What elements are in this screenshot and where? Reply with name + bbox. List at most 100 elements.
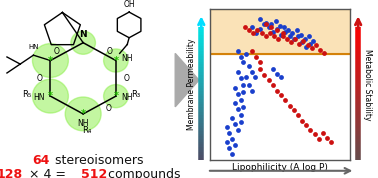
Point <box>229 138 235 140</box>
Text: 64: 64 <box>32 154 49 167</box>
Point <box>310 39 316 42</box>
Point <box>299 119 305 122</box>
Point <box>303 124 309 127</box>
Point <box>275 38 281 41</box>
Text: NH: NH <box>122 93 133 102</box>
Point <box>226 147 232 150</box>
Text: Membrane Permeability: Membrane Permeability <box>187 39 196 130</box>
Point <box>257 18 263 21</box>
Ellipse shape <box>104 85 128 108</box>
Point <box>282 98 288 101</box>
Point <box>249 89 255 92</box>
Point <box>265 26 271 28</box>
Point <box>307 42 313 45</box>
Point <box>250 32 256 35</box>
Point <box>295 113 301 116</box>
Text: O: O <box>53 47 59 56</box>
Text: O: O <box>37 74 43 83</box>
Point <box>246 29 252 32</box>
Point <box>309 47 315 50</box>
Point <box>289 32 295 35</box>
Point <box>273 20 279 22</box>
Point <box>278 33 284 36</box>
Point <box>321 51 327 54</box>
Point <box>249 71 255 74</box>
Polygon shape <box>175 53 199 107</box>
Point <box>291 109 297 112</box>
Point <box>320 132 326 134</box>
Point <box>274 89 280 92</box>
Point <box>243 75 249 78</box>
Point <box>278 75 284 78</box>
Text: × 4 =: × 4 = <box>25 168 70 178</box>
Ellipse shape <box>33 44 68 77</box>
Text: O: O <box>124 74 129 83</box>
Point <box>316 138 322 140</box>
Point <box>254 29 260 32</box>
Text: *: * <box>113 56 118 66</box>
Point <box>237 113 243 116</box>
Text: *: * <box>113 91 118 101</box>
Point <box>274 27 280 30</box>
Point <box>298 33 304 36</box>
Point <box>301 39 307 42</box>
Point <box>307 129 313 131</box>
Point <box>268 23 274 25</box>
Text: R₃: R₃ <box>131 90 140 99</box>
Text: O: O <box>105 104 111 113</box>
Point <box>261 23 267 25</box>
Point <box>279 32 285 35</box>
Point <box>270 68 276 71</box>
Point <box>237 77 243 80</box>
Text: O: O <box>107 47 113 56</box>
Point <box>242 26 248 28</box>
Point <box>249 26 255 28</box>
Point <box>235 129 241 131</box>
Bar <box>210 9 350 54</box>
Point <box>287 35 293 38</box>
Point <box>257 68 263 71</box>
Point <box>279 35 285 38</box>
Text: 512: 512 <box>81 168 107 178</box>
Point <box>240 83 246 86</box>
Point <box>313 44 319 47</box>
Point <box>268 26 274 28</box>
Point <box>291 38 297 41</box>
Point <box>305 44 311 47</box>
Point <box>270 30 276 33</box>
Text: *: * <box>48 91 53 101</box>
Point <box>237 98 243 101</box>
Text: stereoisomers: stereoisomers <box>51 154 144 167</box>
Point <box>259 32 265 35</box>
Text: OH: OH <box>123 0 135 9</box>
Ellipse shape <box>71 31 95 54</box>
Point <box>287 104 293 107</box>
Point <box>261 74 267 77</box>
Point <box>267 32 273 35</box>
Point <box>274 29 280 32</box>
Point <box>299 41 305 44</box>
Point <box>226 132 232 134</box>
Point <box>263 21 269 24</box>
Point <box>282 30 288 33</box>
Point <box>296 42 302 45</box>
Text: R₄: R₄ <box>82 126 91 135</box>
Ellipse shape <box>33 79 68 113</box>
Point <box>274 73 280 75</box>
Point <box>229 116 235 119</box>
Point <box>306 35 312 38</box>
Text: HN: HN <box>28 44 39 50</box>
Point <box>232 86 238 89</box>
Point <box>281 26 287 28</box>
Point <box>240 61 246 63</box>
Text: *: * <box>48 56 53 66</box>
Point <box>253 56 259 59</box>
Point <box>292 38 298 41</box>
Point <box>284 38 290 41</box>
Text: Metabolic Stability: Metabolic Stability <box>363 49 372 120</box>
Point <box>295 35 301 38</box>
Point <box>249 50 255 53</box>
Point <box>237 121 243 124</box>
Point <box>237 56 243 59</box>
Point <box>240 106 246 109</box>
